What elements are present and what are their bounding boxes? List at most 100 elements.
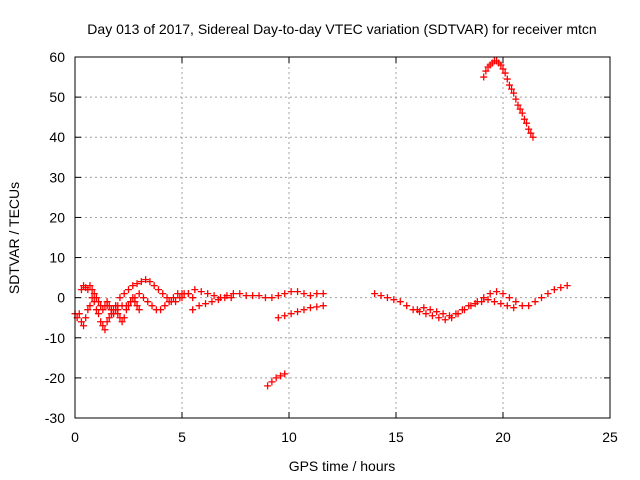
series-arc-f bbox=[189, 294, 235, 314]
data-point bbox=[499, 65, 507, 73]
data-point bbox=[531, 298, 539, 306]
data-point bbox=[512, 95, 520, 103]
y-axis-label: SDTVAR / TECUs bbox=[6, 182, 22, 294]
data-point bbox=[144, 298, 152, 306]
series-arc-e bbox=[178, 286, 327, 302]
y-tick-label: 60 bbox=[49, 49, 65, 65]
plot-frame bbox=[74, 56, 611, 419]
data-point bbox=[480, 294, 488, 302]
data-point bbox=[88, 286, 96, 294]
data-point bbox=[189, 306, 197, 314]
data-point bbox=[208, 298, 216, 306]
y-tick-label: -30 bbox=[45, 410, 65, 426]
data-point bbox=[514, 101, 522, 109]
data-point bbox=[249, 292, 257, 300]
series-arc-d bbox=[110, 290, 186, 318]
series-arc-j bbox=[403, 282, 571, 324]
data-point bbox=[227, 294, 235, 302]
data-point bbox=[120, 290, 128, 298]
series-arc-k bbox=[413, 296, 518, 320]
chart-title: Day 013 of 2017, Sidereal Day-to-day VTE… bbox=[87, 21, 596, 37]
y-tick-label: 10 bbox=[49, 250, 65, 266]
data-point bbox=[107, 306, 115, 314]
data-point bbox=[255, 292, 263, 300]
data-point bbox=[150, 282, 158, 290]
data-point bbox=[516, 105, 524, 113]
y-tick-labels: -30 -20 -10 0 10 20 30 40 50 60 bbox=[45, 49, 65, 426]
data-point bbox=[92, 294, 100, 302]
data-point bbox=[501, 69, 509, 77]
data-point bbox=[137, 278, 145, 286]
data-point bbox=[105, 314, 113, 322]
data-point bbox=[520, 115, 528, 123]
data-point bbox=[95, 298, 103, 306]
data-point bbox=[103, 302, 111, 310]
data-point bbox=[86, 302, 94, 310]
data-point bbox=[214, 296, 222, 304]
data-point bbox=[195, 302, 203, 310]
data-point bbox=[77, 318, 85, 326]
data-point bbox=[510, 89, 518, 97]
data-point bbox=[80, 322, 88, 330]
data-point bbox=[413, 306, 421, 314]
data-point bbox=[313, 303, 321, 311]
data-point bbox=[92, 306, 100, 314]
data-point bbox=[525, 302, 533, 310]
data-point bbox=[512, 298, 520, 306]
data-point bbox=[294, 308, 302, 316]
data-point bbox=[210, 292, 218, 300]
data-point bbox=[272, 374, 280, 382]
data-point bbox=[99, 322, 107, 330]
y-tick-label: -10 bbox=[45, 330, 65, 346]
data-point bbox=[131, 294, 139, 302]
data-point bbox=[478, 298, 486, 306]
data-point bbox=[135, 290, 143, 298]
data-point bbox=[268, 378, 276, 386]
data-point bbox=[142, 276, 150, 284]
data-point bbox=[525, 125, 533, 133]
data-point bbox=[112, 302, 120, 310]
data-point bbox=[229, 290, 237, 298]
data-point bbox=[471, 300, 479, 308]
x-tick-label: 10 bbox=[281, 429, 297, 445]
data-point bbox=[101, 326, 109, 334]
data-point bbox=[114, 306, 122, 314]
data-point bbox=[204, 290, 212, 298]
data-point bbox=[281, 312, 289, 320]
x-tick-label: 20 bbox=[495, 429, 511, 445]
data-point bbox=[538, 294, 546, 302]
y-tick-label: 0 bbox=[57, 290, 65, 306]
data-point bbox=[503, 75, 511, 83]
data-point bbox=[544, 290, 552, 298]
data-point bbox=[482, 67, 490, 75]
data-point bbox=[529, 133, 537, 141]
data-point bbox=[446, 312, 453, 320]
data-point bbox=[161, 302, 169, 310]
data-point bbox=[294, 288, 302, 296]
x-axis-label: GPS time / hours bbox=[289, 458, 396, 474]
data-point bbox=[523, 119, 531, 127]
data-point bbox=[264, 382, 272, 390]
data-point bbox=[287, 310, 295, 318]
data-point bbox=[390, 296, 398, 304]
data-point bbox=[197, 288, 205, 296]
data-point bbox=[518, 302, 526, 310]
data-point bbox=[146, 278, 154, 286]
data-point bbox=[505, 81, 513, 89]
data-point bbox=[319, 302, 327, 310]
series-arc-i bbox=[371, 290, 404, 306]
data-point bbox=[165, 298, 173, 306]
data-point bbox=[99, 306, 107, 314]
data-point bbox=[77, 286, 85, 294]
data-point bbox=[178, 294, 186, 302]
data-point bbox=[426, 306, 434, 314]
data-point bbox=[261, 294, 269, 302]
data-point bbox=[154, 286, 162, 294]
data-point bbox=[236, 290, 244, 298]
data-point bbox=[439, 310, 447, 318]
data-point bbox=[129, 282, 137, 290]
y-tick-label: 40 bbox=[49, 129, 65, 145]
x-tick-label: 5 bbox=[178, 429, 186, 445]
axis-ticks bbox=[74, 56, 611, 419]
data-point bbox=[125, 286, 132, 294]
